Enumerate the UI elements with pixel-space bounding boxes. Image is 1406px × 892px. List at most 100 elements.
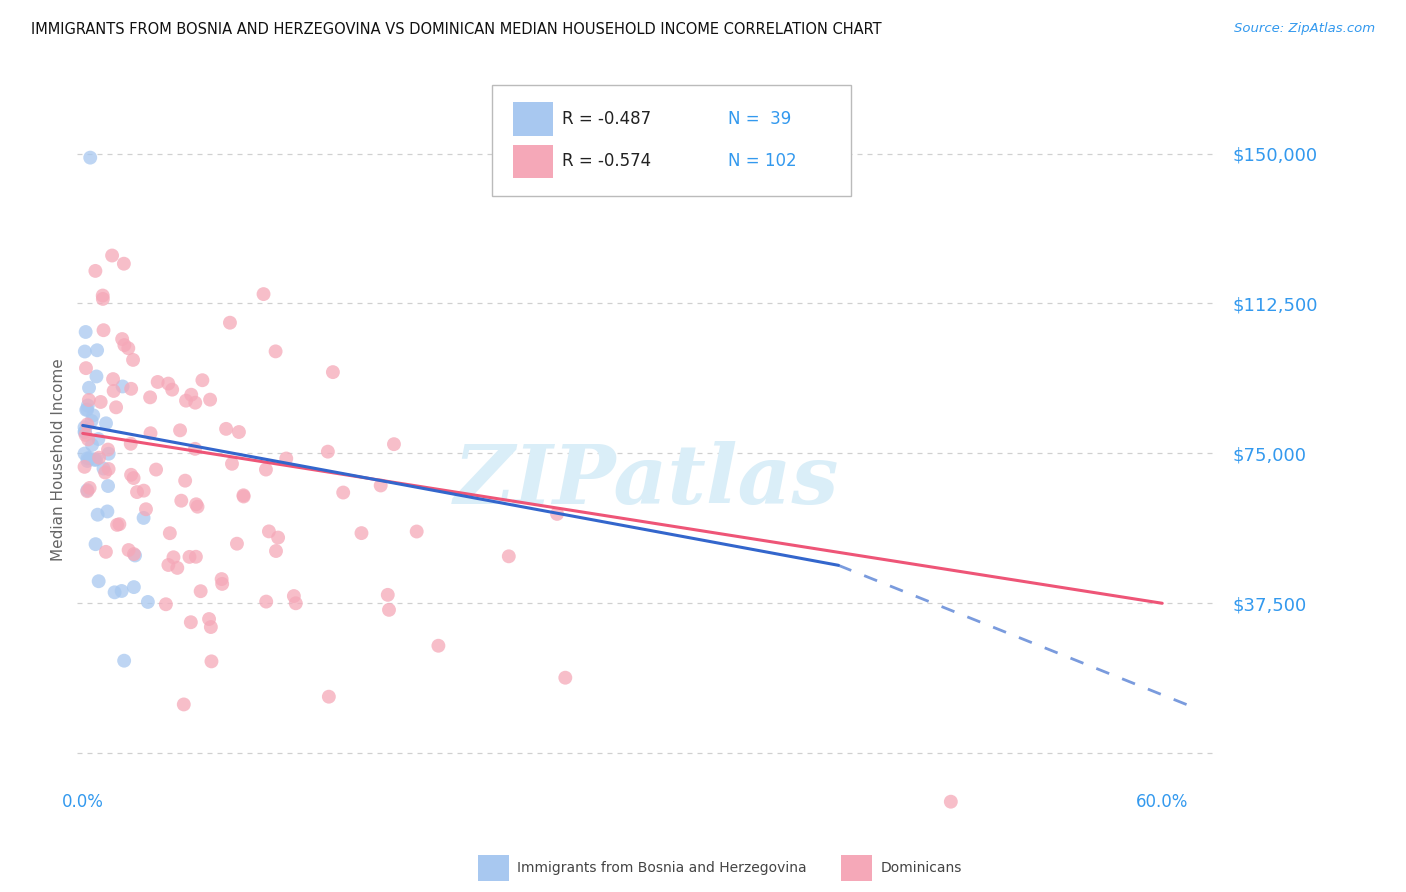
Point (221, 457, 243, 471)
Point (77, 433, 100, 447)
Point (122, 471, 145, 485)
Point (111, 584, 134, 599)
Point (145, 462, 167, 476)
Point (112, 257, 135, 271)
Point (76, 454, 98, 468)
Point (160, 383, 183, 397)
Point (122, 352, 145, 367)
Point (80, 414, 103, 428)
Point (350, 526, 373, 541)
Point (86, 369, 108, 384)
Point (498, 549, 520, 564)
Point (79, 451, 101, 466)
Point (155, 597, 177, 611)
Y-axis label: Median Household Income: Median Household Income (51, 358, 66, 561)
Point (76, 402, 98, 417)
Point (427, 639, 450, 653)
Point (97, 462, 120, 476)
Point (186, 497, 208, 511)
Point (159, 526, 181, 541)
Point (166, 561, 188, 575)
Point (254, 594, 277, 608)
Point (267, 531, 290, 545)
Point (322, 365, 344, 379)
Point (200, 620, 222, 634)
Point (73, 425, 96, 439)
Point (370, 478, 392, 492)
Point (173, 698, 195, 712)
Point (232, 490, 254, 504)
Point (97, 442, 120, 457)
Point (139, 426, 162, 441)
Point (405, 524, 427, 539)
Point (117, 341, 139, 355)
Point (546, 507, 568, 521)
Point (104, 585, 127, 599)
Point (939, 795, 962, 809)
Point (554, 671, 576, 685)
Point (174, 393, 197, 408)
Point (111, 379, 134, 393)
Text: ZIPatlas: ZIPatlas (454, 442, 839, 521)
Point (77, 392, 100, 407)
Point (76, 484, 98, 499)
Point (132, 511, 155, 525)
Point (316, 444, 339, 458)
Point (75, 425, 97, 439)
Point (257, 524, 280, 539)
Point (120, 437, 142, 451)
Point (101, 248, 124, 262)
Point (86, 343, 108, 358)
Point (122, 580, 145, 594)
Point (186, 500, 208, 514)
Point (136, 595, 159, 609)
Point (90, 395, 112, 409)
Point (232, 488, 254, 502)
Point (125, 485, 148, 500)
Point (75, 361, 97, 376)
Point (180, 615, 202, 630)
Point (211, 577, 233, 591)
Point (73, 447, 96, 461)
Point (184, 442, 207, 456)
Point (135, 502, 157, 516)
Point (184, 395, 207, 409)
Point (332, 485, 354, 500)
Point (86, 508, 108, 522)
Point (87, 450, 110, 465)
Point (190, 584, 212, 599)
Text: R = -0.574: R = -0.574 (562, 153, 651, 170)
Point (73, 459, 96, 474)
Point (84, 453, 107, 467)
Point (97, 479, 120, 493)
Point (112, 654, 135, 668)
Point (101, 372, 124, 386)
Point (77, 381, 100, 395)
Point (79, 481, 101, 495)
Point (111, 332, 134, 346)
Point (79, 151, 101, 165)
Text: IMMIGRANTS FROM BOSNIA AND HERZEGOVINA VS DOMINICAN MEDIAN HOUSEHOLD INCOME CORR: IMMIGRANTS FROM BOSNIA AND HERZEGOVINA V… (31, 22, 882, 37)
Point (91, 288, 114, 302)
Point (84, 452, 107, 467)
Point (91, 292, 114, 306)
Point (124, 549, 146, 563)
Point (378, 603, 401, 617)
Point (84, 537, 107, 551)
Point (157, 376, 180, 391)
Point (94, 545, 117, 559)
Point (170, 493, 193, 508)
Point (103, 384, 125, 398)
Point (87, 574, 110, 589)
Point (157, 558, 180, 572)
Point (76, 451, 98, 466)
Point (105, 401, 128, 415)
Point (120, 382, 142, 396)
Point (198, 612, 221, 626)
Point (94, 466, 117, 480)
Text: N = 102: N = 102 (728, 153, 797, 170)
Point (75, 325, 97, 339)
Text: N =  39: N = 39 (728, 110, 792, 128)
Point (82, 409, 104, 423)
Point (184, 549, 207, 564)
